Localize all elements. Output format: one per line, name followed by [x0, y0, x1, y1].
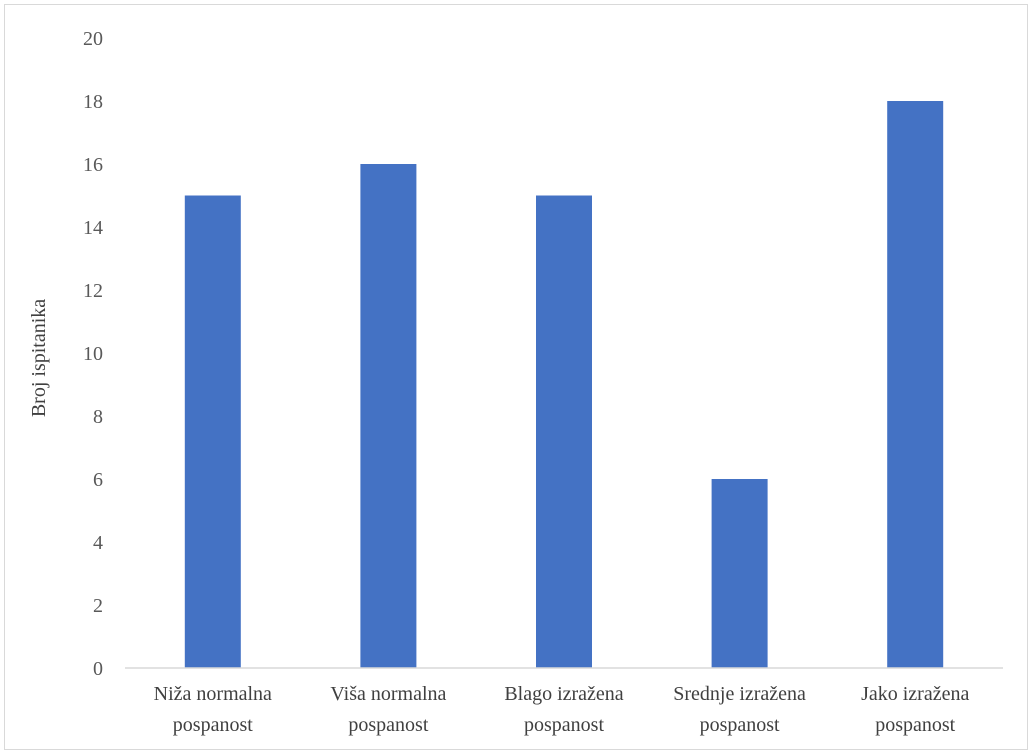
- x-tick-label: Srednje izražena pospanost: [673, 683, 806, 736]
- bar: [711, 479, 768, 668]
- bar: [184, 195, 241, 668]
- y-tick-label: 8: [93, 406, 103, 428]
- bar: [536, 195, 592, 668]
- x-axis-labels: Niža normalna pospanost Viša normalna pospa…: [154, 683, 970, 736]
- y-axis-title: Broj ispitanika: [28, 299, 50, 417]
- y-tick-label: 4: [93, 532, 103, 554]
- y-tick-label: 2: [93, 595, 103, 617]
- y-tick-label: 6: [93, 469, 103, 491]
- y-tick-label: 14: [83, 217, 103, 239]
- x-tick-label: Blago izražena pospanost: [504, 683, 623, 736]
- y-tick-label: 10: [83, 343, 103, 365]
- x-tick-label: Viša normalna pospanost: [330, 683, 446, 736]
- y-axis-ticks: 0 2 4 6 8 10 12 14 16 18 20: [83, 28, 103, 680]
- y-tick-label: 12: [83, 280, 103, 302]
- chart-area: [4, 4, 1028, 750]
- bar: [360, 164, 417, 668]
- y-tick-label: 0: [93, 658, 103, 680]
- bar: [887, 101, 944, 668]
- y-tick-label: 18: [83, 91, 103, 113]
- x-tick-label: Niža normalna pospanost: [154, 683, 272, 736]
- x-tick-label: Jako izražena pospanost: [861, 683, 969, 736]
- bars: [184, 101, 944, 668]
- y-tick-label: 20: [83, 28, 103, 50]
- y-tick-label: 16: [83, 154, 103, 176]
